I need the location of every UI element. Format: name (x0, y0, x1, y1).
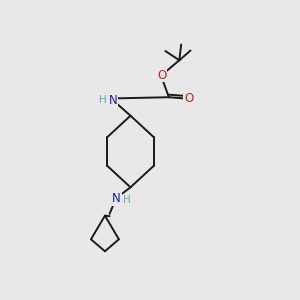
Text: O: O (184, 92, 193, 105)
Text: N: N (112, 192, 121, 206)
Text: H: H (123, 195, 131, 205)
Text: H: H (99, 94, 107, 104)
Text: N: N (109, 94, 117, 107)
Text: O: O (157, 69, 167, 82)
